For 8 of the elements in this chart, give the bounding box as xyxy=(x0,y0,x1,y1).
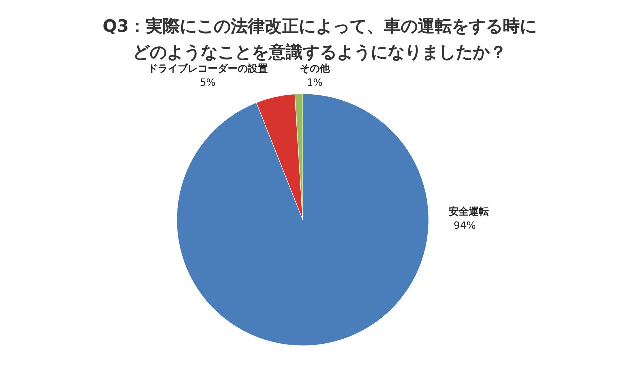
slice-label: ドライブレコーダーの設置 xyxy=(148,63,268,75)
pie-slice xyxy=(176,94,430,346)
data-label: 94% xyxy=(454,221,476,232)
slice-label: その他 xyxy=(300,63,331,75)
slice-label: 安全運転 xyxy=(449,206,489,218)
data-label: 1% xyxy=(307,78,323,89)
chart-title: Q3：実際にこの法律改正によって、車の運転をする時にどのようなことを意識するようになりましたか？ xyxy=(102,17,538,63)
data-label: 5% xyxy=(200,78,216,89)
